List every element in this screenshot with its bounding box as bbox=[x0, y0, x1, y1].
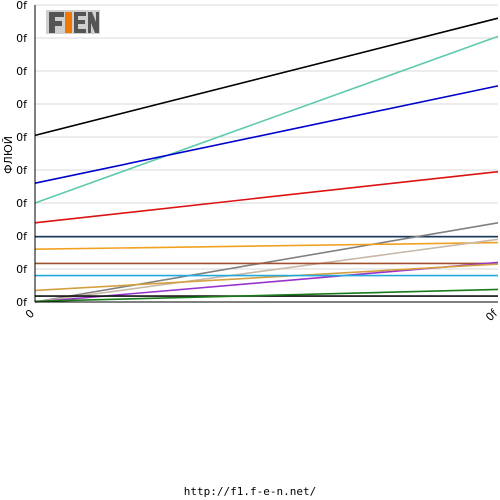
y-tick-label: 0f bbox=[16, 131, 28, 144]
y-tick-label: 0f bbox=[16, 263, 28, 276]
y-tick-label: 0f bbox=[16, 296, 28, 309]
grid bbox=[35, 4, 498, 270]
axes bbox=[34, 5, 498, 303]
series-line-3 bbox=[34, 85, 499, 184]
series-line-2 bbox=[34, 35, 499, 204]
series-line-7 bbox=[34, 241, 499, 250]
y-tick-label: 0f bbox=[16, 197, 28, 210]
series-line-1 bbox=[34, 17, 499, 137]
series-line-14 bbox=[34, 288, 499, 303]
y-tick-label: 0f bbox=[16, 98, 28, 111]
y-axis-label: ФЛЮЙ bbox=[2, 136, 15, 174]
y-tick-label: 0f bbox=[16, 164, 28, 177]
f1en-logo bbox=[46, 8, 100, 36]
y-tick-label: 0f bbox=[16, 65, 28, 78]
x-tick-label: 0f bbox=[483, 306, 500, 324]
y-tick-labels: 0f 0f 0f 0f 0f 0f 0f 0f 0f 0f bbox=[16, 0, 28, 309]
x-tick-labels: 0 0f bbox=[23, 306, 500, 324]
series-line-11 bbox=[34, 263, 499, 292]
y-tick-label: 0f bbox=[16, 230, 28, 243]
series-line-6 bbox=[34, 222, 499, 303]
footer-url[interactable]: http://f1.f-e-n.net/ bbox=[183, 485, 317, 498]
series-line-8 bbox=[34, 238, 499, 303]
series-lines bbox=[34, 17, 499, 303]
y-tick-label: 0f bbox=[16, 32, 28, 45]
series-line-4 bbox=[34, 170, 499, 224]
y-tick-label: 0f bbox=[16, 0, 28, 12]
x-tick-label: 0 bbox=[23, 307, 37, 321]
